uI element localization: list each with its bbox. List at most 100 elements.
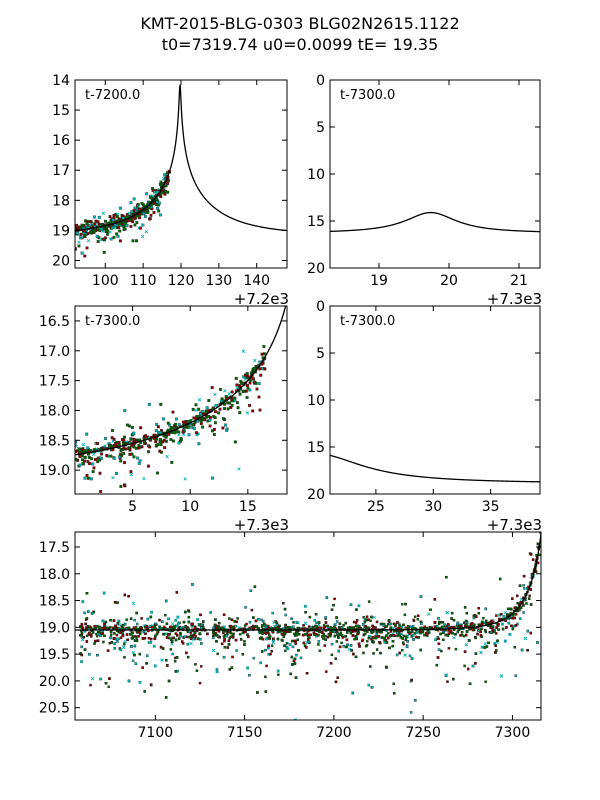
data-point bbox=[484, 680, 487, 683]
data-point bbox=[275, 621, 279, 625]
data-point bbox=[102, 591, 106, 595]
data-point bbox=[222, 613, 226, 616]
data-point bbox=[118, 229, 122, 233]
data-point bbox=[500, 622, 505, 626]
data-point bbox=[336, 633, 340, 637]
data-point bbox=[529, 553, 533, 556]
data-point bbox=[396, 631, 399, 635]
data-point bbox=[138, 652, 142, 656]
data-point bbox=[119, 636, 123, 639]
model-curve bbox=[330, 211, 540, 233]
data-point bbox=[181, 420, 185, 424]
data-point bbox=[291, 663, 294, 666]
data-point bbox=[476, 632, 479, 636]
data-point bbox=[209, 416, 212, 419]
data-point bbox=[173, 659, 177, 663]
axes-frame bbox=[74, 531, 542, 721]
data-point bbox=[253, 585, 257, 588]
data-point bbox=[474, 636, 477, 640]
data-point bbox=[201, 425, 205, 429]
data-point bbox=[493, 641, 497, 646]
y-tick-label: 19 bbox=[52, 223, 70, 239]
data-point bbox=[80, 622, 84, 626]
data-point bbox=[195, 431, 198, 435]
data-point bbox=[119, 449, 123, 453]
data-point bbox=[195, 618, 200, 622]
data-point bbox=[110, 226, 114, 230]
data-point bbox=[308, 615, 312, 619]
data-point bbox=[163, 446, 167, 450]
data-point bbox=[257, 617, 260, 621]
data-point bbox=[210, 476, 214, 480]
data-point bbox=[216, 652, 219, 656]
data-point bbox=[454, 647, 458, 651]
data-point bbox=[269, 652, 272, 656]
data-point bbox=[111, 439, 115, 443]
data-point bbox=[281, 633, 284, 636]
data-point bbox=[131, 631, 134, 635]
data-point bbox=[235, 649, 238, 652]
data-point bbox=[284, 613, 287, 617]
data-point bbox=[258, 408, 262, 412]
data-point bbox=[244, 606, 247, 609]
data-point bbox=[295, 633, 298, 637]
data-point bbox=[94, 639, 97, 643]
data-point bbox=[156, 430, 160, 434]
data-point bbox=[261, 624, 264, 627]
data-point bbox=[417, 614, 420, 617]
data-point bbox=[86, 460, 90, 464]
data-point bbox=[361, 638, 365, 642]
data-point bbox=[109, 633, 113, 637]
x-tick-label: 30 bbox=[424, 499, 442, 515]
data-point bbox=[268, 637, 271, 640]
data-point bbox=[166, 421, 170, 425]
data-point bbox=[187, 610, 191, 613]
y-tick-label: 0 bbox=[316, 73, 325, 89]
data-point bbox=[437, 637, 440, 641]
data-point bbox=[91, 462, 95, 466]
data-point bbox=[158, 625, 161, 629]
data-point bbox=[116, 640, 119, 643]
data-point bbox=[90, 457, 93, 461]
data-point bbox=[326, 635, 330, 639]
data-point bbox=[114, 624, 117, 628]
data-point bbox=[147, 636, 151, 640]
data-point bbox=[128, 452, 132, 456]
data-point bbox=[83, 234, 87, 238]
data-point bbox=[224, 395, 228, 399]
data-point bbox=[107, 685, 110, 689]
data-point bbox=[86, 238, 91, 243]
data-point bbox=[165, 636, 169, 639]
data-point bbox=[164, 613, 167, 617]
data-point bbox=[80, 223, 84, 227]
data-point bbox=[425, 631, 428, 635]
data-point bbox=[174, 632, 178, 635]
data-point bbox=[101, 211, 105, 216]
data-point bbox=[231, 636, 235, 639]
y-tick-label: 19.5 bbox=[39, 647, 70, 663]
data-point bbox=[183, 635, 187, 639]
data-point bbox=[197, 442, 201, 446]
data-point bbox=[161, 627, 165, 630]
data-point bbox=[127, 211, 131, 215]
data-point bbox=[500, 612, 503, 616]
plot-area bbox=[330, 211, 540, 233]
data-point bbox=[526, 629, 530, 633]
data-point bbox=[514, 624, 518, 627]
data-point bbox=[383, 636, 387, 640]
data-point bbox=[525, 602, 528, 605]
data-point bbox=[130, 645, 133, 648]
data-point bbox=[320, 635, 324, 638]
data-point bbox=[196, 637, 200, 640]
data-point bbox=[329, 662, 333, 665]
data-point bbox=[441, 625, 444, 629]
data-point bbox=[338, 645, 342, 649]
data-point bbox=[170, 460, 174, 464]
data-point bbox=[171, 439, 175, 443]
data-point bbox=[156, 425, 160, 429]
x-tick-label: 20 bbox=[440, 273, 458, 289]
data-point bbox=[253, 358, 257, 363]
data-point bbox=[102, 640, 105, 644]
data-point bbox=[246, 374, 250, 378]
data-point bbox=[175, 624, 179, 628]
